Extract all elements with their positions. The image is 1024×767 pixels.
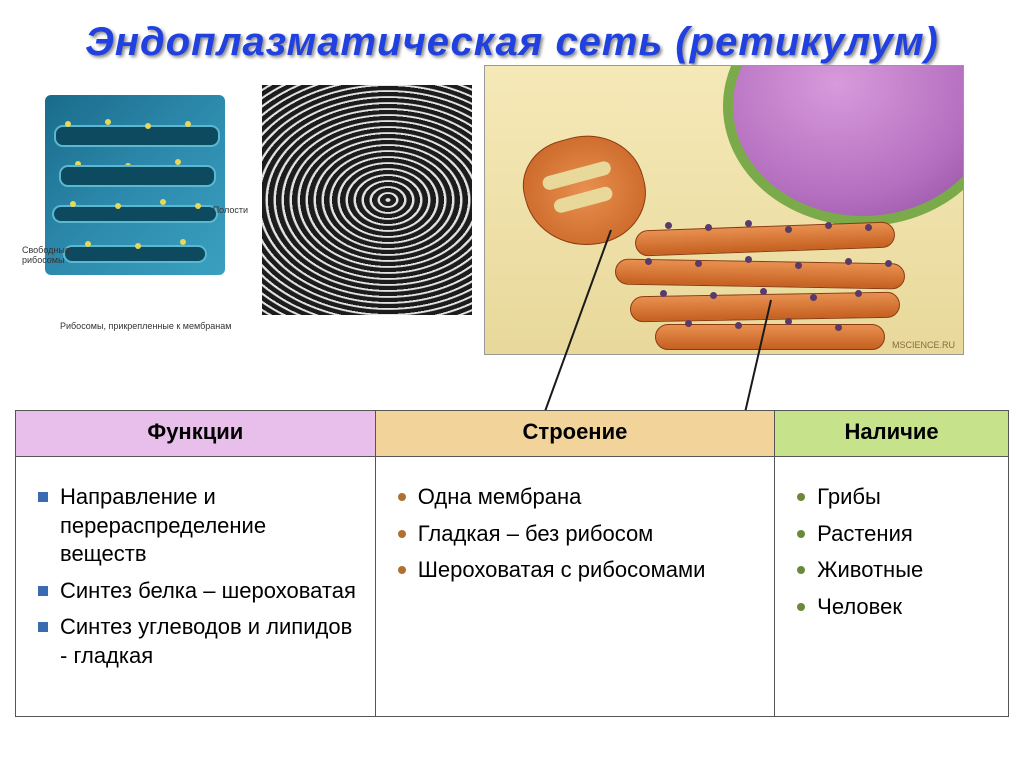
presence-list: Грибы Растения Животные Человек <box>789 465 994 621</box>
info-table: Функции Строение Наличие Направление и п… <box>15 410 1009 717</box>
er-schematic-blue: Свободные рибосомы Полости Рибосомы, при… <box>20 85 250 335</box>
list-item: Гладкая – без рибосом <box>398 520 756 549</box>
th-functions: Функции <box>16 411 376 457</box>
er-blue-body <box>45 95 225 275</box>
label-free-ribosomes: Свободные рибосомы <box>22 245 72 265</box>
rough-er-fold <box>635 221 896 256</box>
rough-er-fold <box>615 258 905 289</box>
list-item: Синтез белка – шероховатая <box>38 577 357 606</box>
rough-er-fold <box>655 324 885 350</box>
list-item: Синтез углеводов и липидов - гладкая <box>38 613 357 670</box>
images-row: Свободные рибосомы Полости Рибосомы, при… <box>0 75 1024 375</box>
structure-list: Одна мембрана Гладкая – без рибосом Шеро… <box>390 465 760 585</box>
cell-functions: Направление и перераспределение веществ … <box>16 457 376 717</box>
th-presence: Наличие <box>775 411 1009 457</box>
nucleus <box>723 65 964 226</box>
cell-structure: Одна мембрана Гладкая – без рибосом Шеро… <box>375 457 774 717</box>
er-electron-micrograph <box>262 85 472 315</box>
table-body-row: Направление и перераспределение веществ … <box>16 457 1009 717</box>
cell-presence: Грибы Растения Животные Человек <box>775 457 1009 717</box>
list-item: Одна мембрана <box>398 483 756 512</box>
label-cavities: Полости <box>213 205 248 215</box>
list-item: Растения <box>797 520 990 549</box>
th-structure: Строение <box>375 411 774 457</box>
label-attached-ribosomes: Рибосомы, прикрепленные к мембранам <box>60 321 231 331</box>
watermark: MSCIENCE.RU <box>892 340 955 350</box>
list-item: Направление и перераспределение веществ <box>38 483 357 569</box>
list-item: Шероховатая с рибосомами <box>398 556 756 585</box>
list-item: Грибы <box>797 483 990 512</box>
functions-list: Направление и перераспределение веществ … <box>30 465 361 671</box>
list-item: Человек <box>797 593 990 622</box>
er-color-illustration: MSCIENCE.RU <box>484 65 964 355</box>
list-item: Животные <box>797 556 990 585</box>
page-title: Эндоплазматическая сеть (ретикулум) <box>0 0 1024 75</box>
table-header-row: Функции Строение Наличие <box>16 411 1009 457</box>
